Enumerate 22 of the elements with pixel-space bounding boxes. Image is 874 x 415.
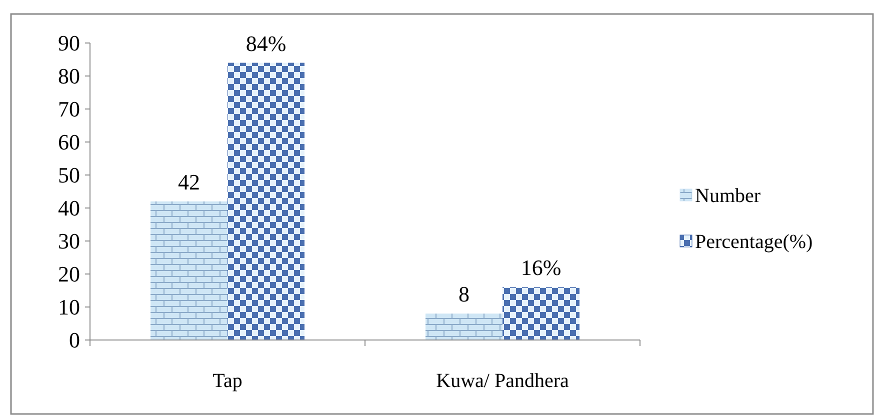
data-label: 42	[178, 169, 200, 194]
data-label: 16%	[520, 255, 562, 280]
bar	[426, 314, 502, 340]
y-tick-label: 60	[58, 130, 80, 155]
bar	[228, 62, 304, 340]
y-tick-label: 80	[58, 64, 80, 89]
x-tick-label: Tap	[212, 370, 242, 392]
data-label: 84%	[246, 30, 286, 56]
y-tick-label: 0	[69, 328, 80, 353]
y-tick-label: 70	[58, 96, 80, 122]
bar	[502, 287, 580, 340]
y-tick-label: 40	[58, 196, 80, 221]
x-tick-label: Kuwa/ Pandhera	[436, 370, 569, 392]
y-tick-label: 20	[58, 262, 80, 287]
y-tick-label: 10	[58, 294, 80, 320]
bar	[150, 201, 228, 340]
y-tick-label: 90	[58, 30, 80, 56]
y-tick-label: 50	[58, 162, 80, 188]
legend-label: Number	[695, 185, 761, 207]
legend-label: Percentage(%)	[695, 231, 813, 253]
data-label: 8	[458, 282, 470, 307]
y-tick-label: 30	[58, 228, 80, 254]
